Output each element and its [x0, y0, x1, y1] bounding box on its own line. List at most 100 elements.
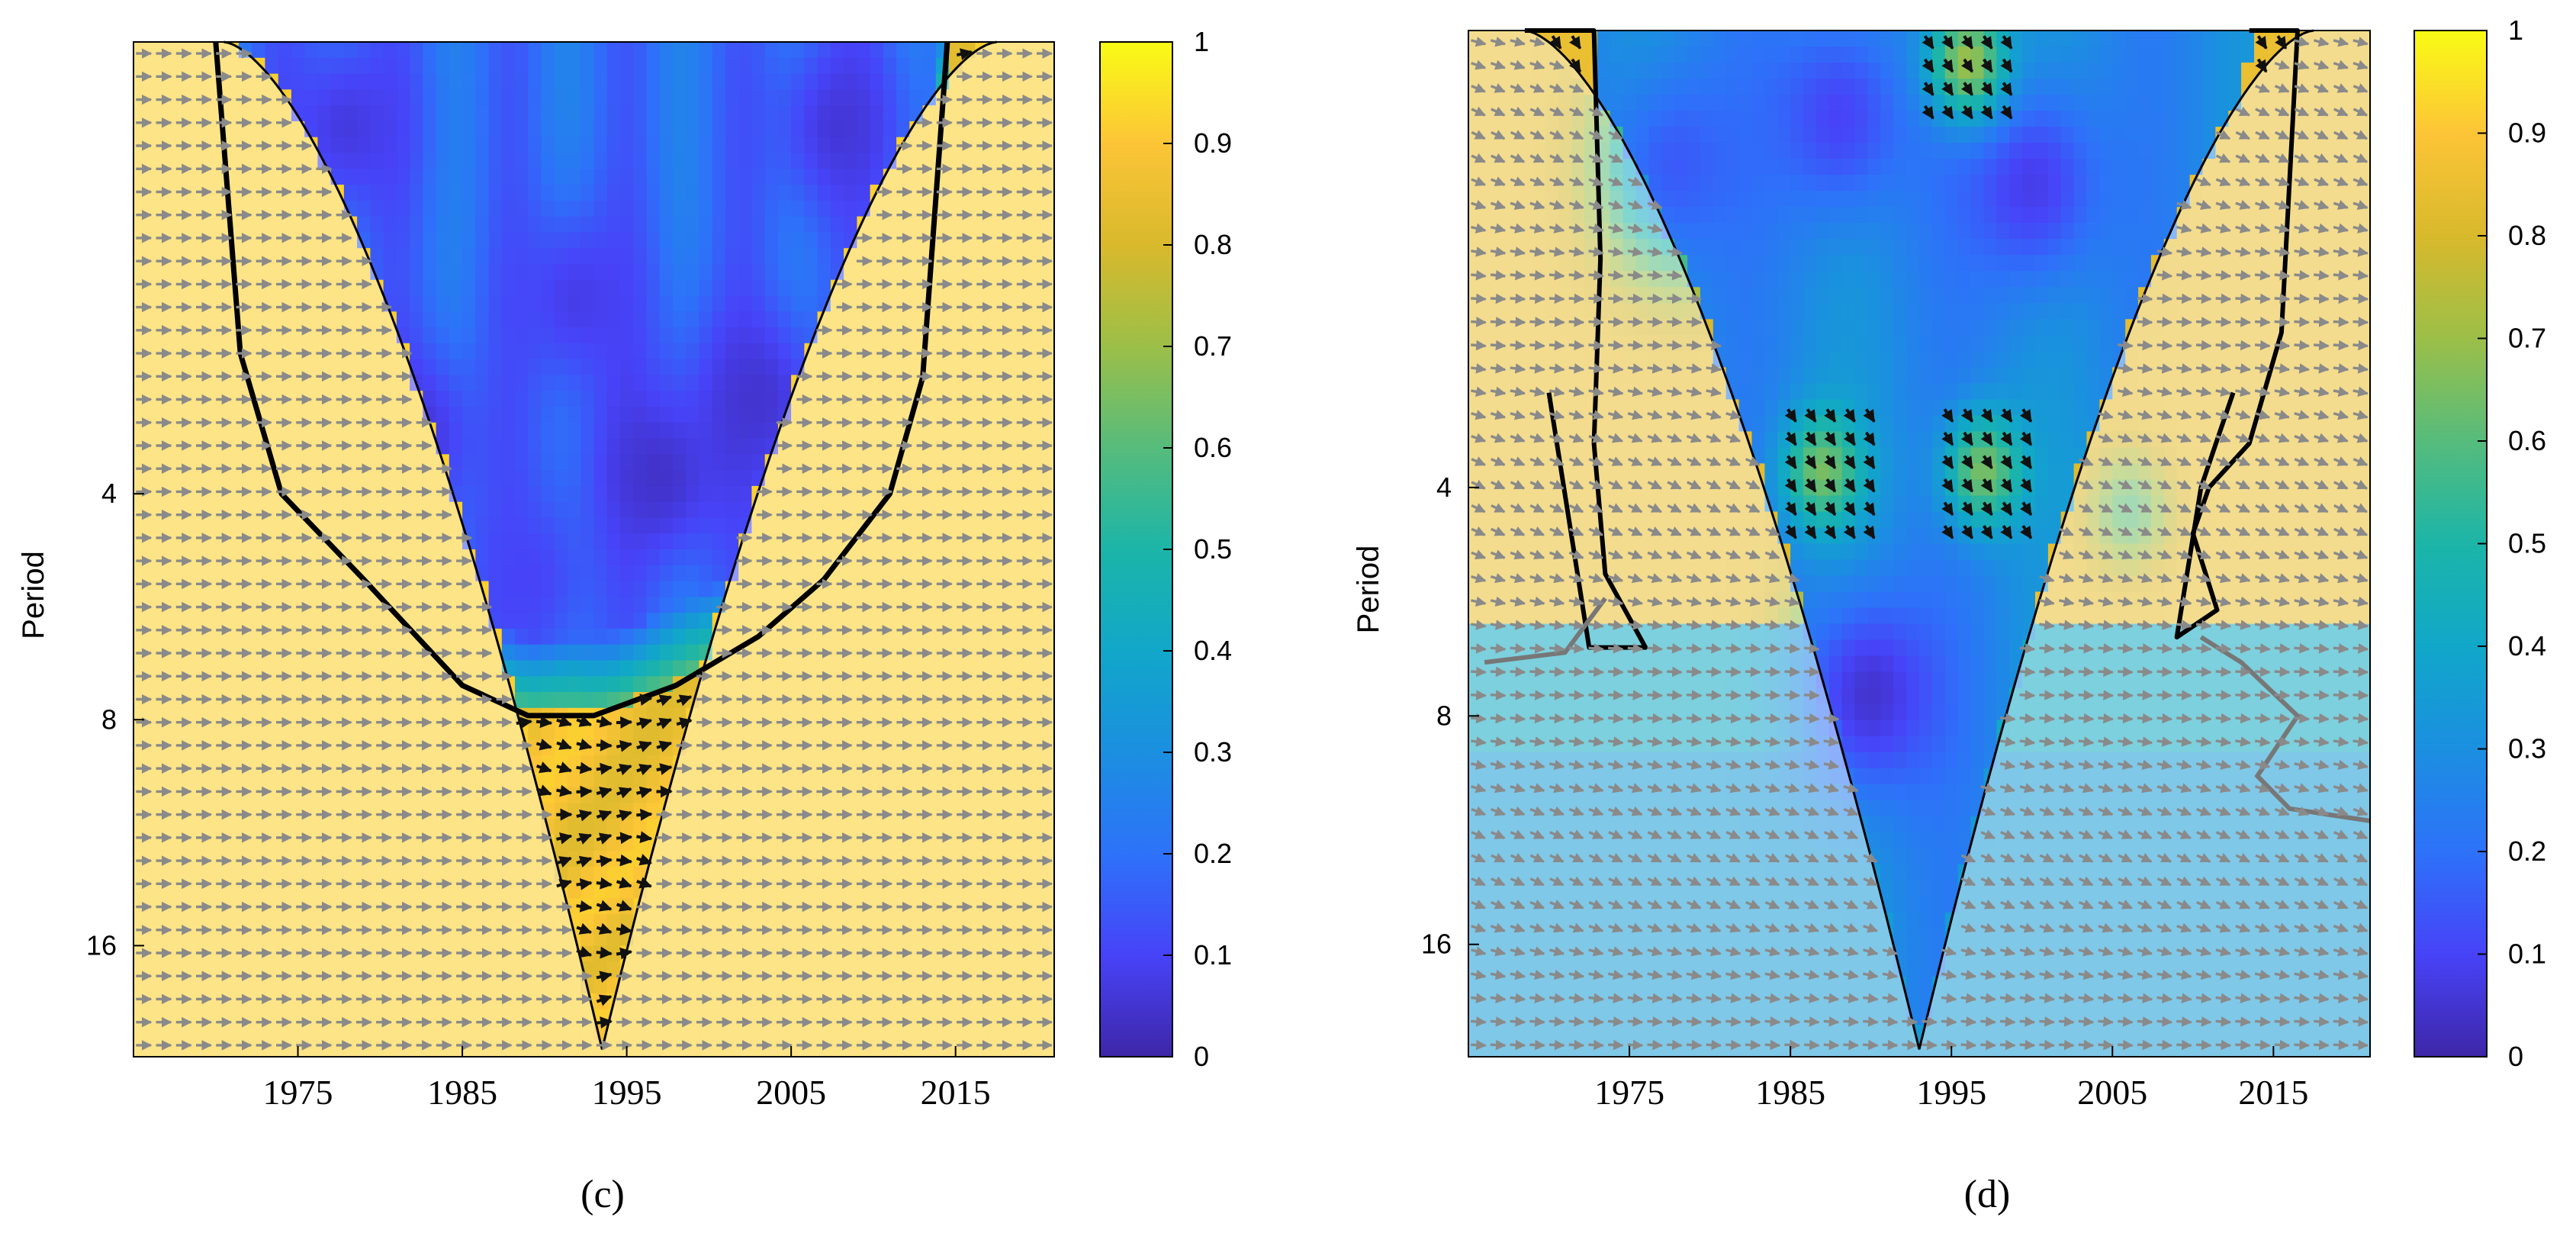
heatmap-cell — [725, 454, 739, 471]
heatmap-cell — [738, 311, 753, 328]
heatmap-cell — [462, 359, 477, 376]
heatmap-cell — [712, 470, 726, 487]
heatmap-cell — [686, 359, 700, 376]
heatmap-cell — [528, 581, 542, 598]
heatmap-cell — [541, 501, 555, 519]
heatmap-cell — [686, 628, 700, 645]
heatmap-cell — [620, 200, 634, 217]
heatmap-cell — [475, 105, 490, 122]
heatmap-cell — [436, 232, 450, 249]
heatmap-cell — [686, 279, 700, 297]
heatmap-cell — [357, 216, 371, 233]
heatmap-cell — [870, 89, 884, 106]
heatmap-cell — [515, 359, 529, 376]
heatmap-cell — [883, 73, 897, 91]
heatmap-cell — [646, 375, 661, 391]
heatmap-cell — [844, 73, 858, 91]
heatmap-cell — [554, 739, 568, 756]
heatmap-cell — [738, 454, 753, 471]
heatmap-cell — [712, 279, 726, 297]
heatmap-cell — [515, 327, 529, 344]
heatmap-cell — [528, 549, 542, 566]
heatmap-cell — [515, 232, 529, 249]
heatmap-cell — [528, 169, 542, 185]
heatmap-cell — [593, 676, 608, 693]
heatmap-cell — [620, 422, 634, 439]
heatmap-cell — [804, 121, 818, 138]
heatmap-cell — [659, 169, 674, 185]
heatmap-cell — [686, 375, 700, 391]
heatmap-cell — [804, 89, 818, 106]
heatmap-cell — [423, 105, 437, 122]
heatmap-cell — [620, 485, 634, 503]
heatmap-cell — [646, 485, 661, 503]
heatmap-cell — [554, 581, 568, 598]
heatmap-cell — [712, 438, 726, 456]
heatmap-cell — [528, 73, 542, 91]
heatmap-cell — [475, 216, 490, 233]
heatmap-cell — [515, 676, 529, 693]
heatmap-cell — [751, 359, 766, 376]
heatmap-cell — [751, 327, 766, 344]
heatmap-cell — [396, 216, 410, 233]
heatmap-cell — [475, 73, 490, 91]
heatmap-cell — [528, 676, 542, 693]
heatmap-cell — [817, 105, 831, 122]
heatmap-cell — [791, 343, 806, 360]
heatmap-cell — [580, 375, 595, 391]
heatmap-cell — [633, 232, 648, 249]
heatmap-cell — [633, 343, 648, 360]
heatmap-cell — [686, 42, 700, 59]
heatmap-cell — [568, 692, 581, 709]
heatmap-cell — [541, 73, 555, 91]
heatmap-cell — [764, 137, 779, 154]
heatmap-cell — [449, 137, 463, 154]
heatmap-cell — [673, 407, 687, 423]
heatmap-cell — [554, 422, 568, 439]
heatmap-cell — [659, 359, 674, 376]
heatmap-cell — [699, 613, 713, 629]
heatmap-cell — [475, 121, 490, 138]
heatmap-cell — [541, 454, 555, 471]
heatmap-cell — [633, 327, 648, 344]
heatmap-cell — [410, 121, 424, 138]
heatmap-cell — [699, 565, 713, 582]
heatmap-cell — [172, 565, 187, 582]
heatmap-cell — [659, 739, 674, 756]
heatmap-cell — [488, 185, 503, 201]
heatmap-cell — [568, 407, 581, 423]
heatmap-cell — [186, 517, 200, 534]
heatmap-cell — [817, 216, 831, 233]
heatmap-cell — [593, 263, 608, 281]
heatmap-cell — [357, 42, 371, 59]
heatmap-cell — [633, 581, 648, 598]
heatmap-cell — [410, 232, 424, 249]
heatmap-cell — [659, 279, 674, 297]
heatmap-cell — [659, 295, 674, 313]
heatmap-cell — [357, 185, 371, 201]
heatmap-cell — [725, 343, 739, 360]
heatmap-cell — [436, 57, 450, 75]
heatmap-cell — [146, 565, 161, 582]
heatmap-cell — [568, 565, 581, 582]
heatmap-cell — [673, 628, 687, 645]
heatmap-cell — [764, 153, 779, 170]
heatmap-cell — [870, 137, 884, 154]
heatmap-cell — [568, 597, 581, 613]
heatmap-cell — [751, 89, 766, 106]
heatmap-cell — [844, 153, 858, 170]
heatmap-cell — [804, 73, 818, 91]
heatmap-cell — [515, 121, 529, 138]
heatmap-cell — [528, 438, 542, 456]
heatmap-cell — [633, 454, 648, 471]
heatmap-cell — [528, 660, 542, 678]
heatmap-cell — [712, 533, 726, 550]
heatmap-cell — [515, 73, 529, 91]
heatmap-cell — [383, 105, 397, 122]
heatmap-cell — [712, 216, 726, 233]
heatmap-cell — [580, 438, 595, 456]
heatmap-cell — [606, 819, 621, 835]
heatmap-cell — [764, 185, 779, 201]
heatmap-cell — [488, 581, 503, 598]
heatmap-cell — [330, 57, 345, 75]
